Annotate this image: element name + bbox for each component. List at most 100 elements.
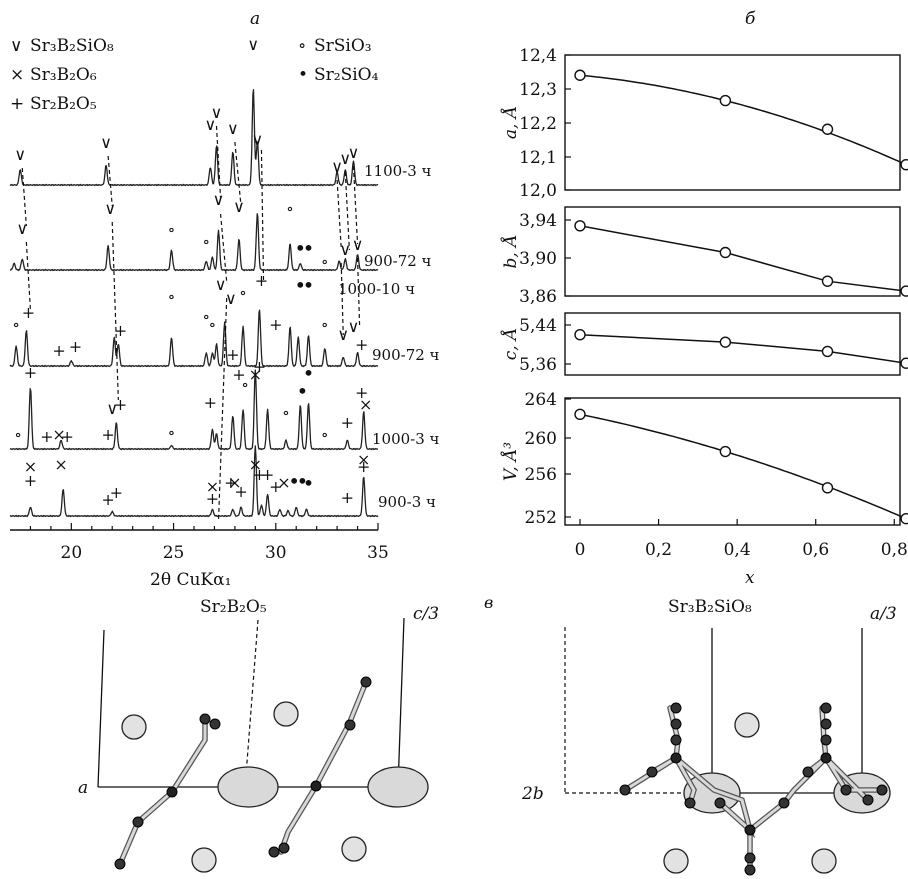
peak-marker: ∨ bbox=[352, 235, 364, 254]
data-point bbox=[719, 445, 732, 458]
peak-marker: ∘ bbox=[241, 375, 249, 394]
xrd-trace bbox=[9, 309, 379, 368]
peak-marker: ∘ bbox=[202, 232, 210, 251]
sr-atom bbox=[273, 701, 299, 727]
boron-atom bbox=[820, 752, 832, 764]
peak-marker: ∘ bbox=[168, 220, 176, 239]
peak-marker: • bbox=[288, 469, 300, 493]
x-tick-label: 0,8 bbox=[881, 540, 908, 560]
peak-marker: ∨ bbox=[14, 145, 26, 164]
peak-marker: + bbox=[234, 482, 247, 501]
legend-entry-sr3b2sio8: Sr₃B₂SiO₈ bbox=[30, 36, 114, 56]
peak-marker: + bbox=[226, 345, 239, 364]
peak-marker: × bbox=[277, 473, 290, 492]
peak-marker: ∨ bbox=[104, 199, 116, 218]
x-tick-label: 0 bbox=[575, 540, 586, 560]
data-point bbox=[719, 94, 732, 107]
data-point bbox=[821, 275, 834, 287]
data-point bbox=[821, 345, 834, 358]
xrd-x-axis-label: 2θ CuKα₁ bbox=[150, 570, 231, 590]
peak-marker: + bbox=[355, 335, 368, 354]
y-tick-label: 12,0 bbox=[519, 181, 557, 201]
xrd-x-ticks: 20 25 30 35 bbox=[29, 523, 389, 563]
axis-label-a: a bbox=[78, 778, 88, 798]
oxygen-atom bbox=[670, 718, 682, 730]
peak-marker: ∘ bbox=[12, 315, 20, 334]
peak-marker: ∨ bbox=[348, 143, 360, 162]
y-tick-label: 12,2 bbox=[519, 114, 557, 134]
dashed-guide bbox=[21, 167, 27, 227]
y-tick-label: 12,1 bbox=[519, 148, 557, 168]
xrd-peak-markers: ∨∨∨∨∨∨∨∨∨∨∨∨∘∘∨ ∨ ∘••∘∨ ∨∘++ ++∘∘∘∨∨+∘+••∘∨∨… bbox=[12, 35, 372, 509]
oxygen-atom bbox=[268, 846, 280, 858]
data-point bbox=[821, 123, 834, 135]
peak-marker: ∨ bbox=[213, 190, 225, 209]
legend-symbol: ∨ bbox=[10, 36, 22, 56]
peak-marker: + bbox=[357, 457, 370, 476]
peak-marker: × bbox=[24, 457, 37, 476]
peak-marker: ∘ bbox=[321, 315, 329, 334]
fit-line bbox=[579, 413, 907, 520]
cell-edge-left bbox=[97, 629, 105, 788]
peak-marker: + bbox=[22, 303, 35, 322]
peak-marker: + bbox=[114, 321, 127, 340]
xrd-tick-label: 35 bbox=[367, 543, 389, 563]
y-axis-label: b, Å bbox=[500, 235, 521, 269]
lattice-chart-frame bbox=[564, 54, 901, 191]
legend-symbol: + bbox=[10, 94, 24, 114]
peak-marker: • bbox=[294, 273, 306, 297]
peak-marker: × bbox=[359, 395, 372, 414]
x-tick-label: 0,2 bbox=[645, 540, 672, 560]
peak-marker: ∨ bbox=[215, 275, 227, 294]
peak-marker: ∨ bbox=[252, 130, 264, 149]
fit-line bbox=[579, 333, 907, 364]
data-point bbox=[900, 357, 908, 369]
xrd-traces bbox=[9, 88, 379, 518]
silicon-atom bbox=[744, 824, 756, 836]
peak-marker: ∘ bbox=[239, 283, 247, 302]
peak-marker: • bbox=[296, 379, 308, 403]
lattice-chart-frame bbox=[564, 397, 901, 526]
axis-label-2b: 2b bbox=[521, 784, 544, 804]
peak-marker: ∘ bbox=[168, 287, 176, 306]
peak-marker: × bbox=[249, 455, 262, 474]
peak-marker: ∨ bbox=[247, 35, 259, 54]
xrd-tick-label: 20 bbox=[61, 543, 83, 563]
legend-entry-srsio3: SrSiO₃ bbox=[314, 36, 372, 56]
data-point bbox=[574, 220, 586, 232]
y-axis-label: c, Å bbox=[500, 328, 521, 361]
fit-line bbox=[579, 225, 907, 292]
trace-label-900-72b: 900-72 ч bbox=[372, 346, 440, 364]
peak-marker: ∨ bbox=[348, 317, 360, 336]
oxygen-atom bbox=[820, 734, 832, 746]
oxygen-atom bbox=[114, 858, 126, 870]
peak-marker: + bbox=[341, 488, 354, 507]
data-point bbox=[574, 408, 586, 421]
y-tick-label: 12,3 bbox=[519, 80, 557, 100]
peak-marker: • bbox=[303, 471, 315, 495]
sr-atom bbox=[121, 714, 147, 740]
peak-marker: • bbox=[303, 361, 315, 385]
xrd-trace bbox=[9, 369, 379, 451]
oxygen-atom bbox=[166, 786, 178, 798]
oxygen-atom bbox=[360, 676, 372, 688]
dashed-guide bbox=[352, 165, 359, 245]
peak-marker: ∨ bbox=[100, 133, 112, 152]
legend-symbol: × bbox=[10, 65, 24, 85]
axis-label-c3: c/3 bbox=[413, 604, 439, 624]
peak-marker: • bbox=[303, 236, 315, 260]
peak-marker: ∨ bbox=[106, 399, 118, 418]
xrd-tick-label: 30 bbox=[265, 543, 287, 563]
legend-entry-sr3b2o6: Sr₃B₂O₆ bbox=[30, 65, 97, 85]
peak-marker: × bbox=[54, 455, 67, 474]
peak-marker: ∘ bbox=[202, 307, 210, 326]
dashed-guide bbox=[234, 141, 242, 207]
peak-marker: ∨ bbox=[225, 289, 237, 308]
boron-atom bbox=[670, 752, 682, 764]
oxygen-atom bbox=[714, 797, 726, 809]
dashed-guide bbox=[215, 125, 222, 199]
y-axis-label: a, Å bbox=[500, 106, 521, 139]
y-tick-label: 3,94 bbox=[519, 211, 557, 231]
y-tick-label: 5,44 bbox=[519, 316, 557, 336]
